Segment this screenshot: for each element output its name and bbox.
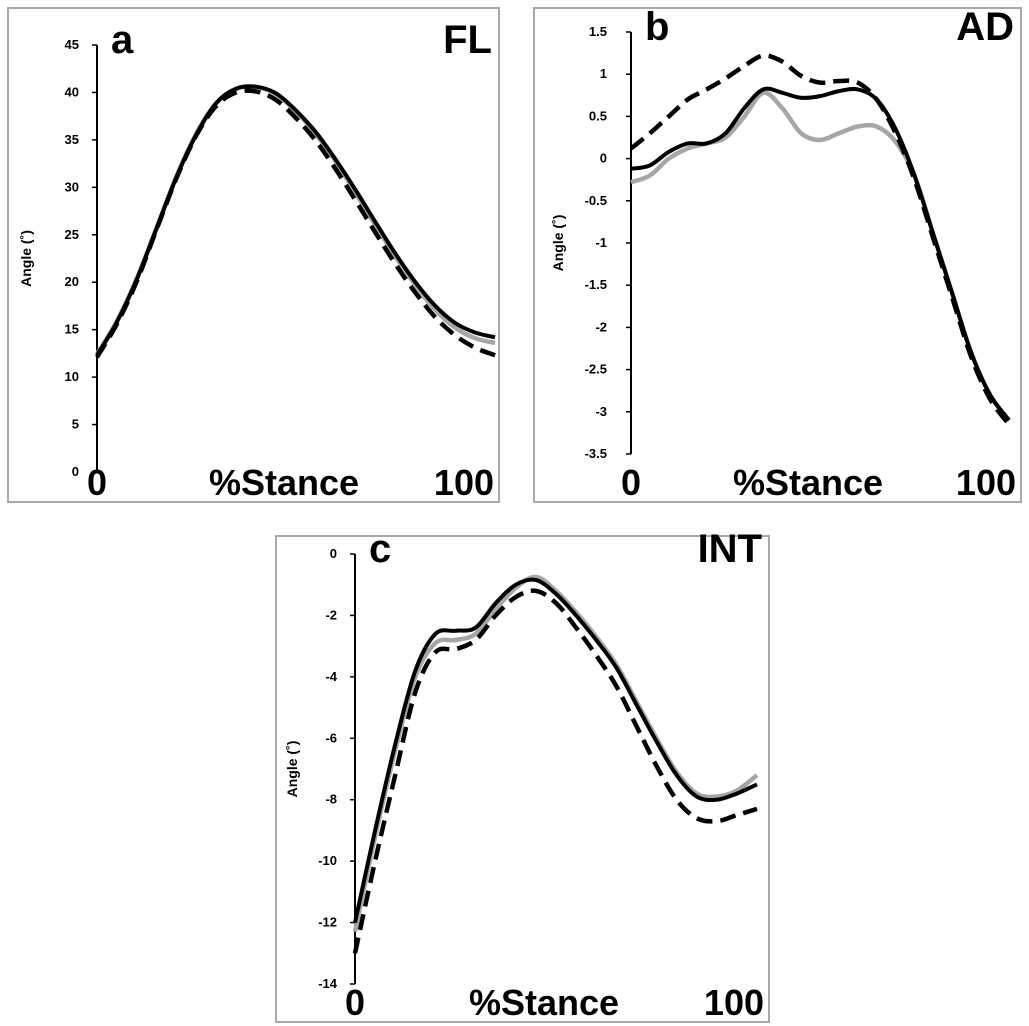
y-tick-label-c: 0 [330, 546, 337, 561]
y-tick-label-b: -0.5 [585, 193, 607, 208]
y-axis-title-b: Angle (˚) [550, 215, 566, 272]
x-tick-label-end-b: 100 [956, 462, 1016, 503]
chart-title-b: AD [956, 5, 1014, 49]
panel-letter-b: b [645, 5, 669, 49]
x-axis-title-c: %Stance [469, 982, 619, 1023]
y-tick-label-b: -3.5 [585, 446, 607, 461]
chart-panel-c: -14 -12 -10 -8 -6 -4 -2 0 Angle (˚) c INT 0 100 %Stan… [275, 527, 770, 1023]
y-tick-label-b: -2 [595, 319, 607, 334]
y-tick-label-c: -6 [325, 730, 337, 745]
y-tick-label-a: 5 [72, 417, 79, 432]
y-tick-label-a: 35 [65, 132, 79, 147]
x-tick-label-end-a: 100 [434, 462, 494, 503]
y-tick-label-b: 0.5 [589, 108, 607, 123]
chart-panel-a: 0 5 10 15 20 25 30 35 40 45 Angle (˚) a FL 0 100 %Stanc… [7, 7, 500, 503]
x-tick-label-start-c: 0 [345, 982, 365, 1023]
x-axis-title-a: %Stance [209, 462, 359, 503]
y-tick-label-c: -12 [318, 915, 337, 930]
y-tick-label-a: 40 [65, 84, 79, 99]
y-tick-label-a: 30 [65, 179, 79, 194]
chart-title-a: FL [443, 18, 492, 62]
y-tick-label-a: 45 [65, 37, 79, 52]
x-tick-label-start-a: 0 [87, 462, 107, 503]
series-line-b-dashed-black [629, 53, 1011, 426]
y-tick-label-c: -2 [325, 607, 337, 622]
series-line-a-dashed-black [95, 88, 496, 359]
series-line-c-dashed-black [352, 588, 758, 954]
panel-letter-a: a [111, 18, 134, 62]
y-tick-label-a: 15 [65, 322, 79, 337]
x-tick-label-end-c: 100 [704, 982, 764, 1023]
y-tick-label-b: -1 [595, 235, 607, 250]
series-line-c-solid-gray [352, 574, 759, 933]
chart-b-svg: -3.5 -3 -2.5 -2 -1.5 -1 -0.5 0 0.5 1 1.5 Angle (˚) b… [550, 5, 1016, 503]
y-tick-label-b: 0 [600, 151, 607, 166]
chart-c-svg: -14 -12 -10 -8 -6 -4 -2 0 Angle (˚) c INT 0 100 %Stan… [284, 527, 764, 1023]
y-tick-label-a: 0 [72, 464, 79, 479]
y-tick-label-b: -1.5 [585, 277, 607, 292]
y-tick-label-c: -14 [318, 976, 338, 991]
chart-panel-b: -3.5 -3 -2.5 -2 -1.5 -1 -0.5 0 0.5 1 1.5 Angle (˚) b… [533, 5, 1022, 503]
y-tick-label-c: -4 [325, 669, 337, 684]
y-tick-label-a: 20 [65, 274, 79, 289]
y-tick-label-b: -3 [595, 404, 607, 419]
y-tick-label-c: -8 [325, 792, 337, 807]
y-tick-label-b: 1.5 [589, 24, 607, 39]
chart-title-c: INT [698, 527, 762, 571]
y-tick-label-b: -2.5 [585, 362, 607, 377]
y-tick-label-c: -10 [318, 853, 337, 868]
y-axis-title-a: Angle (˚) [18, 230, 34, 287]
panel-letter-c: c [369, 527, 391, 571]
series-line-c-solid-black [353, 577, 758, 924]
y-tick-label-b: 1 [600, 66, 607, 81]
y-tick-label-a: 25 [65, 227, 79, 242]
x-axis-title-b: %Stance [733, 462, 883, 503]
y-axis-title-c: Angle (˚) [284, 741, 300, 798]
y-tick-label-a: 10 [65, 369, 79, 384]
chart-a-svg: 0 5 10 15 20 25 30 35 40 45 Angle (˚) a FL 0 100 %Stanc… [18, 18, 496, 503]
x-tick-label-start-b: 0 [621, 462, 641, 503]
